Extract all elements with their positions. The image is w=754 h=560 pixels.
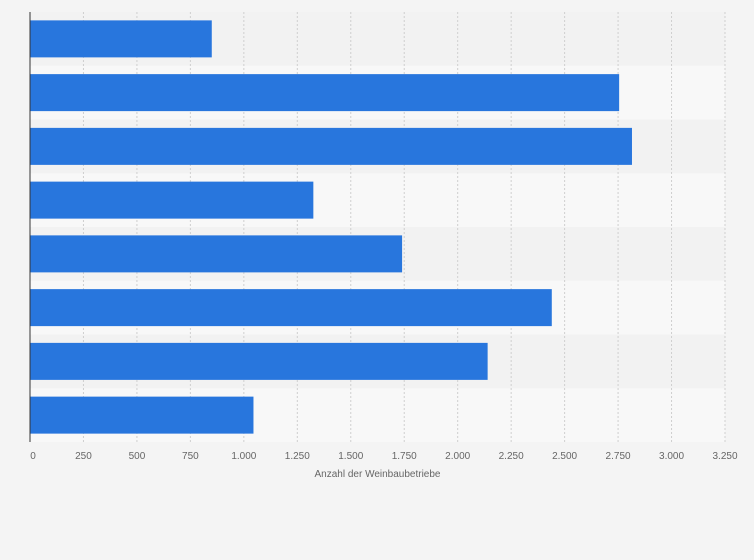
x-axis-title: Anzahl der Weinbaubetriebe <box>314 469 440 480</box>
x-tick-label: 250 <box>75 451 92 462</box>
x-tick-label: 2.000 <box>445 451 470 462</box>
bar[interactable] <box>30 235 403 273</box>
x-tick-label: 500 <box>129 451 146 462</box>
bar[interactable] <box>30 396 254 434</box>
x-tick-label: 1.250 <box>285 451 310 462</box>
x-tick-label: 1.750 <box>392 451 417 462</box>
bars <box>30 20 632 434</box>
bar[interactable] <box>30 342 488 380</box>
bar[interactable] <box>30 127 632 165</box>
x-tick-labels: 0 250 500 750 1.000 1.250 1.500 1.750 2.000 2.250… <box>30 451 738 462</box>
bar[interactable] <box>30 289 552 327</box>
x-tick-label: 2.500 <box>552 451 577 462</box>
x-tick-label: 1.000 <box>231 451 256 462</box>
bar[interactable] <box>30 20 212 58</box>
bar[interactable] <box>30 181 314 219</box>
x-tick-label: 750 <box>182 451 199 462</box>
x-tick-label: 2.750 <box>606 451 631 462</box>
x-tick-label: 3.250 <box>712 451 737 462</box>
bar[interactable] <box>30 74 620 112</box>
x-tick-label: 3.000 <box>659 451 684 462</box>
x-tick-label: 2.250 <box>499 451 524 462</box>
x-tick-label: 0 <box>30 451 36 462</box>
x-tick-label: 1.500 <box>338 451 363 462</box>
